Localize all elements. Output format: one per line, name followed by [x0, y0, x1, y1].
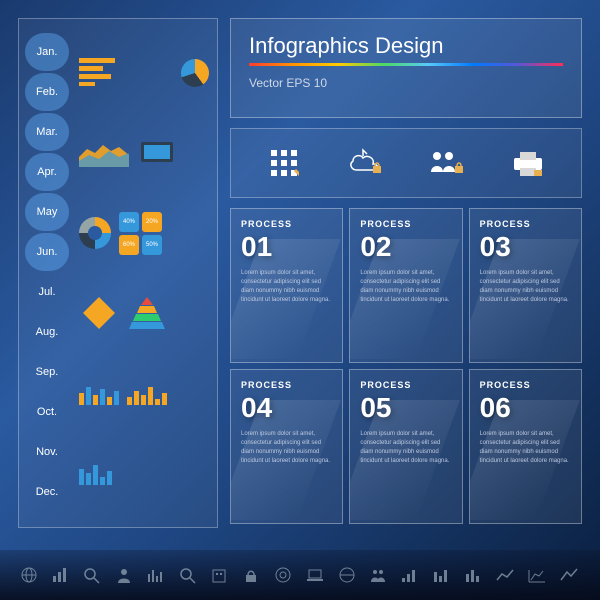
grid-icon[interactable] — [262, 141, 306, 185]
month-item[interactable]: Mar. — [25, 113, 69, 151]
globe-icon — [19, 566, 41, 584]
vbar-icon-3 — [79, 461, 112, 485]
zoom-icon — [82, 566, 104, 584]
process-card[interactable]: PROCESS04Lorem ipsum dolor sit amet, con… — [230, 369, 343, 524]
diamond-icon — [79, 293, 119, 333]
search-icon — [178, 566, 200, 584]
chart-icon — [527, 566, 549, 584]
month-item[interactable]: Jul. — [25, 273, 69, 311]
month-item[interactable]: Aug. — [25, 313, 69, 351]
month-item[interactable]: Apr. — [25, 153, 69, 191]
month-item[interactable]: May — [25, 193, 69, 231]
rainbow-divider — [249, 63, 563, 66]
vbar-icon-2 — [127, 381, 167, 405]
month-item[interactable]: Jan. — [25, 33, 69, 71]
lock-icon — [241, 566, 263, 584]
month-item[interactable]: Dec. — [25, 473, 69, 511]
area-chart-icon — [79, 139, 129, 167]
hbar-icon — [79, 56, 173, 91]
card-label: PROCESS — [360, 219, 451, 229]
bars-icon — [51, 566, 73, 584]
process-card[interactable]: PROCESS05Lorem ipsum dolor sit amet, con… — [349, 369, 462, 524]
process-card[interactable]: PROCESS01Lorem ipsum dolor sit amet, con… — [230, 208, 343, 363]
percent-blocks-icon: 40% 20% 60% 50% — [119, 212, 167, 255]
trend-icon — [559, 566, 581, 584]
month-column: Jan.Feb.Mar.Apr.MayJun.Jul.Aug.Sep.Oct.N… — [25, 33, 69, 513]
hist-icon — [146, 566, 168, 584]
sidebar-row-5 — [79, 353, 209, 433]
laptop-icon — [305, 566, 327, 584]
month-item[interactable]: Jun. — [25, 233, 69, 271]
bars4-icon — [464, 566, 486, 584]
people-lock-icon[interactable] — [425, 141, 469, 185]
process-card[interactable]: PROCESS02Lorem ipsum dolor sit amet, con… — [349, 208, 462, 363]
sidebar-row-2 — [79, 113, 209, 193]
pie-icon — [181, 59, 209, 87]
card-label: PROCESS — [241, 380, 332, 390]
vbar-icon-1 — [79, 381, 119, 405]
card-label: PROCESS — [241, 219, 332, 229]
page-subtitle: Vector EPS 10 — [249, 76, 563, 90]
card-label: PROCESS — [480, 380, 571, 390]
sidebar-charts: 40% 20% 60% 50% — [79, 33, 209, 513]
pyramid-icon — [127, 295, 167, 331]
sidebar-panel: Jan.Feb.Mar.Apr.MayJun.Jul.Aug.Sep.Oct.N… — [18, 18, 218, 528]
line-icon — [495, 566, 517, 584]
month-item[interactable]: Oct. — [25, 393, 69, 431]
card-label: PROCESS — [480, 219, 571, 229]
icon-bar — [230, 128, 582, 198]
process-grid: PROCESS01Lorem ipsum dolor sit amet, con… — [230, 208, 582, 524]
footer-icon-strip — [0, 550, 600, 600]
sidebar-row-3: 40% 20% 60% 50% — [79, 193, 209, 273]
donut-icon — [79, 217, 111, 249]
cloud-lock-icon[interactable] — [343, 141, 387, 185]
globe2-icon — [337, 566, 359, 584]
target-icon — [273, 566, 295, 584]
sidebar-row-1 — [79, 33, 209, 113]
people-icon — [368, 566, 390, 584]
bars3-icon — [432, 566, 454, 584]
month-item[interactable]: Sep. — [25, 353, 69, 391]
header-panel: Infographics Design Vector EPS 10 — [230, 18, 582, 118]
person-icon — [114, 566, 136, 584]
bars2-icon — [400, 566, 422, 584]
sidebar-row-4 — [79, 273, 209, 353]
card-label: PROCESS — [360, 380, 451, 390]
process-card[interactable]: PROCESS03Lorem ipsum dolor sit amet, con… — [469, 208, 582, 363]
month-item[interactable]: Nov. — [25, 433, 69, 471]
page-title: Infographics Design — [249, 33, 563, 59]
month-item[interactable]: Feb. — [25, 73, 69, 111]
process-card[interactable]: PROCESS06Lorem ipsum dolor sit amet, con… — [469, 369, 582, 524]
sidebar-row-6 — [79, 433, 209, 513]
device-icon — [137, 138, 177, 168]
printer-icon[interactable] — [506, 141, 550, 185]
building-icon — [209, 566, 231, 584]
